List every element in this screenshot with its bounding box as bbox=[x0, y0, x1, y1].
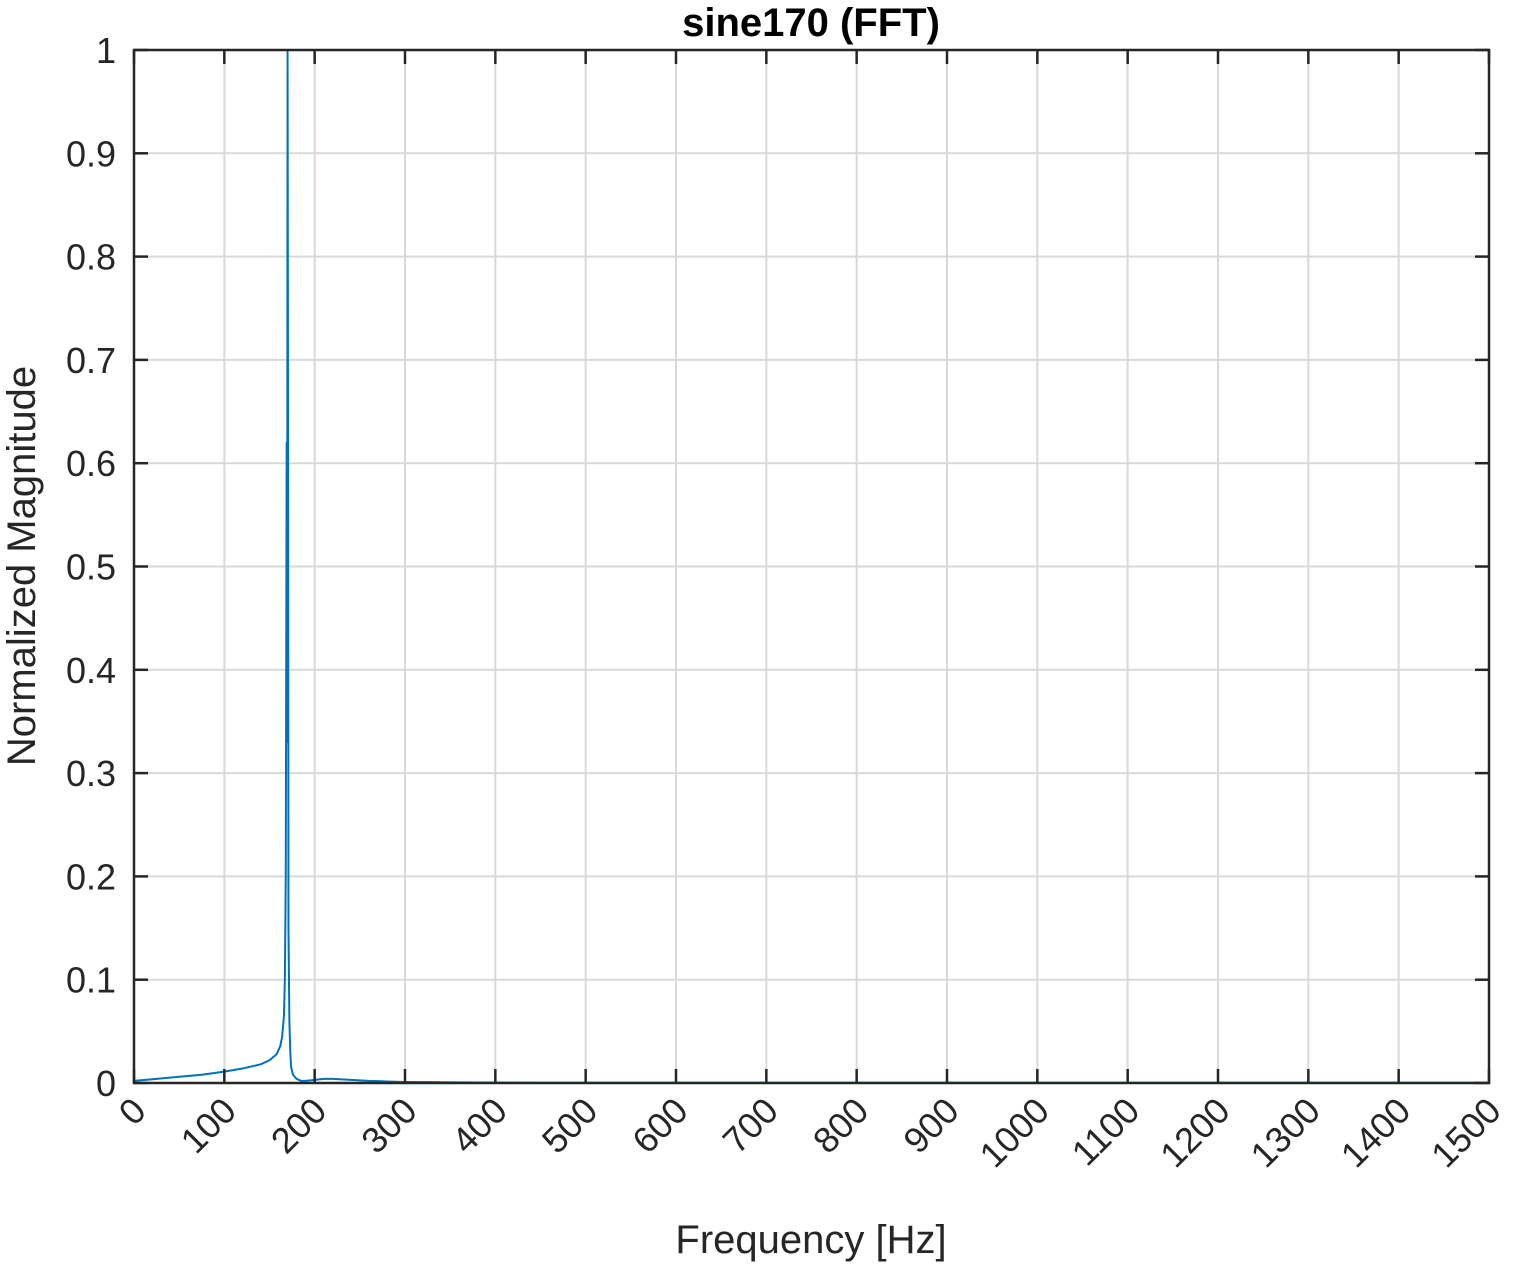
x-tick-label: 1000 bbox=[971, 1090, 1057, 1176]
x-tick-label: 300 bbox=[353, 1090, 424, 1161]
x-tick-label: 700 bbox=[715, 1090, 786, 1161]
x-tick-labels: 0 100 200 300 400 500 600 700 800 900 1000 1100 1200… bbox=[111, 1090, 1509, 1176]
y-tick-label: 0.7 bbox=[66, 340, 116, 381]
y-tick-label: 0.6 bbox=[66, 443, 116, 484]
ticks bbox=[132, 48, 1491, 1085]
x-tick-label: 400 bbox=[444, 1090, 515, 1161]
y-tick-label: 0.3 bbox=[66, 753, 116, 794]
x-tick-label: 1500 bbox=[1423, 1090, 1509, 1176]
x-tick-label: 500 bbox=[534, 1090, 605, 1161]
x-tick-label: 1300 bbox=[1242, 1090, 1328, 1176]
x-tick-label: 1400 bbox=[1333, 1090, 1419, 1176]
x-tick-label: 600 bbox=[624, 1090, 695, 1161]
y-tick-label: 0.5 bbox=[66, 547, 116, 588]
x-tick-label: 200 bbox=[263, 1090, 334, 1161]
x-tick-label: 1200 bbox=[1152, 1090, 1238, 1176]
x-tick-label: 100 bbox=[173, 1090, 244, 1161]
x-tick-label: 0 bbox=[111, 1090, 154, 1133]
x-tick-label: 800 bbox=[805, 1090, 876, 1161]
y-tick-label: 0.2 bbox=[66, 856, 116, 897]
chart-title: sine170 (FFT) bbox=[682, 1, 940, 45]
grid bbox=[133, 49, 1490, 1084]
y-tick-label: 0.9 bbox=[66, 133, 116, 174]
y-tick-label: 1 bbox=[96, 30, 116, 71]
x-tick-label: 900 bbox=[895, 1090, 966, 1161]
y-tick-label: 0.1 bbox=[66, 960, 116, 1001]
y-tick-label: 0.8 bbox=[66, 237, 116, 278]
y-tick-label: 0.4 bbox=[66, 650, 116, 691]
y-axis-label: Normalized Magnitude bbox=[0, 366, 44, 766]
x-tick-label: 1100 bbox=[1064, 1090, 1148, 1174]
y-tick-label: 0 bbox=[96, 1063, 116, 1104]
x-axis-label: Frequency [Hz] bbox=[675, 1218, 946, 1262]
y-tick-labels: 0 0.1 0.2 0.3 0.4 0.5 0.6 0.7 0.8 0.9 1 bbox=[66, 30, 116, 1104]
